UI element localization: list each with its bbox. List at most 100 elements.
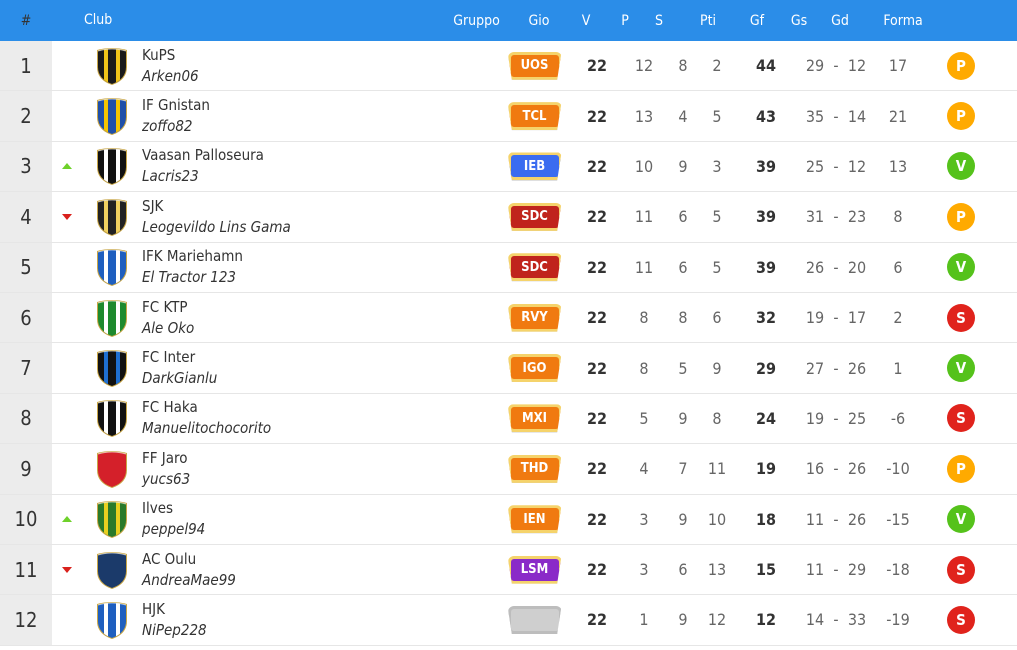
club-name[interactable]: FC Haka: [142, 398, 198, 417]
club-cell[interactable]: AC Oulu AndreaMae99: [142, 549, 497, 591]
goals-separator: -: [833, 257, 839, 277]
club-cell[interactable]: SJK Leogevildo Lins Gama: [142, 196, 497, 238]
goals-against: 23: [847, 207, 867, 227]
club-manager[interactable]: AndreaMae99: [142, 570, 236, 589]
goals-for: 14: [805, 610, 825, 630]
goals-separator: -: [833, 509, 839, 529]
club-manager[interactable]: NiPep228: [142, 620, 207, 639]
header-forma[interactable]: Forma: [883, 12, 923, 29]
group-badge[interactable]: TCL: [507, 102, 562, 131]
header-gs[interactable]: Gs: [790, 12, 808, 29]
header-gd[interactable]: Gd: [831, 12, 849, 29]
club-name[interactable]: KuPS: [142, 45, 176, 64]
club-manager[interactable]: Arken06: [142, 66, 199, 85]
club-cell[interactable]: FC Haka Manuelitochocorito: [142, 397, 497, 439]
club-name[interactable]: FC Inter: [142, 348, 196, 367]
goal-difference: 2: [893, 308, 903, 328]
group-badge[interactable]: SDC: [507, 202, 562, 231]
club-cell[interactable]: FC Inter DarkGianlu: [142, 347, 497, 389]
header-club[interactable]: Club: [84, 12, 113, 28]
table-row[interactable]: 7 FC Inter DarkGianlu IGO 22 8 5 9 29 27…: [0, 343, 1017, 394]
club-cell[interactable]: IF Gnistan zoffo82: [142, 95, 497, 137]
club-cell[interactable]: IFK Mariehamn El Tractor 123: [142, 246, 497, 288]
club-manager[interactable]: peppel94: [142, 520, 206, 539]
header-s[interactable]: S: [655, 12, 663, 29]
wins: 5: [639, 408, 649, 428]
wins: 13: [634, 106, 654, 126]
forma-badge: S: [947, 555, 975, 584]
table-row[interactable]: 1 KuPS Arken06 UOS 22 12 8 2 44 29 - 12 …: [0, 41, 1017, 92]
group-badge[interactable]: IEB: [507, 152, 562, 181]
draws: 8: [678, 56, 688, 76]
position: 3: [0, 141, 52, 192]
table-row[interactable]: 6 FC KTP Ale Oko RVY 22 8 8 6 32 19 - 17…: [0, 292, 1017, 344]
group-badge[interactable]: SDC: [507, 253, 562, 282]
group-badge[interactable]: IGO: [507, 354, 562, 383]
table-row[interactable]: 4 SJK Leogevildo Lins Gama SDC 22 11 6 5…: [0, 192, 1017, 243]
position: 8: [0, 393, 52, 444]
club-manager[interactable]: El Tractor 123: [142, 268, 236, 287]
forma-badge: S: [947, 404, 975, 433]
draws: 9: [678, 156, 688, 176]
header-gf[interactable]: Gf: [749, 12, 765, 29]
club-shield-icon: [97, 299, 127, 337]
club-cell[interactable]: HJK NiPep228: [142, 599, 497, 641]
club-name[interactable]: FC KTP: [142, 297, 188, 316]
club-name[interactable]: HJK: [142, 599, 165, 618]
goals-against: 26: [847, 358, 867, 378]
group-cell: MXI: [497, 404, 572, 433]
table-row[interactable]: 10 Ilves peppel94 IEN 22 3 9 10 18 11 - …: [0, 494, 1017, 545]
position: 5: [0, 242, 52, 292]
club-manager[interactable]: yucs63: [142, 469, 191, 488]
goals-separator: -: [833, 459, 839, 479]
group-cell: UOS: [497, 51, 572, 80]
club-manager[interactable]: zoffo82: [142, 117, 193, 136]
club-manager[interactable]: Leogevildo Lins Gama: [142, 217, 291, 236]
club-manager[interactable]: Lacris23: [142, 167, 199, 186]
club-manager[interactable]: DarkGianlu: [142, 369, 218, 388]
table-row[interactable]: 11 AC Oulu AndreaMae99 LSM 22 3 6 13 15 …: [0, 544, 1017, 596]
table-row[interactable]: 5 IFK Mariehamn El Tractor 123 SDC 22 11…: [0, 242, 1017, 293]
club-cell[interactable]: Ilves peppel94: [142, 498, 497, 540]
group-badge[interactable]: RVY: [507, 303, 562, 332]
forma-cell: S: [922, 404, 1000, 433]
wins: 11: [634, 257, 654, 277]
group-badge[interactable]: THD: [507, 454, 562, 483]
goals-for: 11: [805, 560, 825, 580]
club-name[interactable]: IFK Mariehamn: [142, 247, 243, 266]
club-shield: [82, 399, 142, 438]
club-cell[interactable]: Vaasan Palloseura Lacris23: [142, 145, 497, 187]
club-cell[interactable]: FF Jaro yucs63: [142, 448, 497, 490]
club-name[interactable]: IF Gnistan: [142, 96, 210, 115]
club-name[interactable]: Vaasan Palloseura: [142, 146, 264, 165]
group-badge[interactable]: LSM: [507, 555, 562, 584]
games-played: 22: [586, 509, 608, 529]
group-badge[interactable]: IEN: [507, 505, 562, 534]
club-shield: [82, 551, 142, 589]
club-name[interactable]: Ilves: [142, 499, 174, 518]
table-row[interactable]: 9 FF Jaro yucs63 THD 22 4 7 11 19 16 - 2…: [0, 444, 1017, 495]
draws: 5: [678, 358, 688, 378]
table-row[interactable]: 8 FC Haka Manuelitochocorito MXI 22 5 9 …: [0, 393, 1017, 445]
header-p[interactable]: P: [621, 12, 629, 29]
forma-badge: V: [947, 253, 975, 282]
header-v[interactable]: V: [581, 12, 591, 29]
club-manager[interactable]: Manuelitochocorito: [142, 419, 272, 438]
header-pti[interactable]: Pti: [699, 12, 717, 29]
table-row[interactable]: 2 IF Gnistan zoffo82 TCL 22 13 4 5 43 35…: [0, 91, 1017, 142]
forma-badge: S: [947, 605, 975, 634]
club-cell[interactable]: FC KTP Ale Oko: [142, 297, 497, 339]
table-row[interactable]: 3 Vaasan Palloseura Lacris23 IEB 22 10 9…: [0, 141, 1017, 193]
group-badge[interactable]: MXI: [507, 404, 562, 433]
club-name[interactable]: FF Jaro: [142, 448, 188, 467]
header-pos: #: [20, 12, 32, 29]
header-gruppo[interactable]: Gruppo: [453, 12, 500, 29]
group-badge[interactable]: UOS: [507, 51, 562, 80]
club-name[interactable]: SJK: [142, 196, 164, 215]
club-cell[interactable]: KuPS Arken06: [142, 45, 497, 87]
header-gio[interactable]: Gio: [528, 12, 550, 29]
club-name[interactable]: AC Oulu: [142, 549, 197, 568]
club-manager[interactable]: Ale Oko: [142, 318, 195, 337]
table-row[interactable]: 12 HJK NiPep228 22 1 9 12 12 14 - 33 -19…: [0, 595, 1017, 646]
trend-up-icon: [62, 516, 72, 523]
